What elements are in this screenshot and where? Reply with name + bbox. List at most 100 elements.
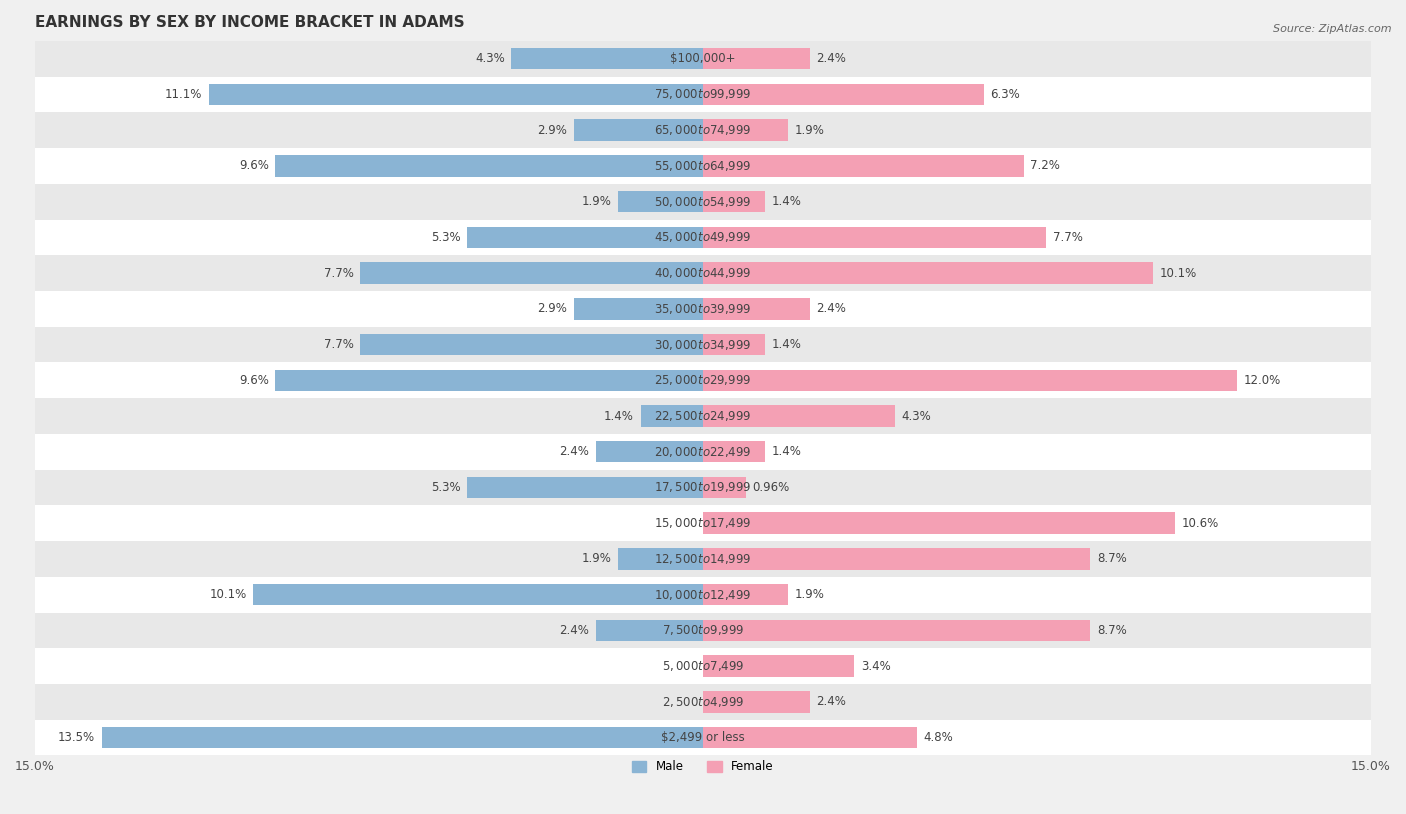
Text: 1.4%: 1.4% <box>605 409 634 422</box>
Text: 0.96%: 0.96% <box>752 481 790 494</box>
Bar <box>574 120 703 141</box>
Bar <box>35 470 1371 505</box>
Bar <box>35 220 1371 256</box>
Bar <box>703 226 1046 248</box>
Bar <box>467 477 703 498</box>
Text: 6.3%: 6.3% <box>990 88 1019 101</box>
Text: 9.6%: 9.6% <box>239 374 269 387</box>
Bar <box>703 84 984 105</box>
Bar <box>35 148 1371 184</box>
Bar <box>703 48 810 69</box>
Bar <box>703 727 917 748</box>
Bar <box>276 370 703 391</box>
Text: 8.7%: 8.7% <box>1097 553 1126 566</box>
Bar <box>703 120 787 141</box>
Bar <box>35 612 1371 648</box>
Text: 10.6%: 10.6% <box>1182 517 1219 530</box>
Bar <box>703 441 765 462</box>
Bar <box>574 298 703 320</box>
Bar <box>35 541 1371 577</box>
Bar <box>703 405 894 427</box>
Text: 8.7%: 8.7% <box>1097 624 1126 637</box>
Text: 4.8%: 4.8% <box>924 731 953 744</box>
Bar <box>35 505 1371 541</box>
Bar <box>703 584 787 606</box>
Text: $20,000 to $22,499: $20,000 to $22,499 <box>654 444 752 459</box>
Text: 7.2%: 7.2% <box>1031 160 1060 173</box>
Text: $30,000 to $34,999: $30,000 to $34,999 <box>654 338 752 352</box>
Legend: Male, Female: Male, Female <box>627 755 779 778</box>
Bar <box>35 326 1371 362</box>
Bar <box>253 584 703 606</box>
Bar <box>35 362 1371 398</box>
Text: $65,000 to $74,999: $65,000 to $74,999 <box>654 123 752 138</box>
Bar <box>35 648 1371 684</box>
Text: 13.5%: 13.5% <box>58 731 96 744</box>
Text: 5.3%: 5.3% <box>430 481 460 494</box>
Text: $5,000 to $7,499: $5,000 to $7,499 <box>662 659 744 673</box>
Bar <box>35 112 1371 148</box>
Bar <box>703 334 765 355</box>
Bar <box>35 184 1371 220</box>
Text: $15,000 to $17,499: $15,000 to $17,499 <box>654 516 752 530</box>
Bar <box>35 720 1371 755</box>
Text: 3.4%: 3.4% <box>860 659 891 672</box>
Bar <box>35 434 1371 470</box>
Text: 5.3%: 5.3% <box>430 231 460 244</box>
Text: 7.7%: 7.7% <box>323 267 353 279</box>
Bar <box>208 84 703 105</box>
Bar <box>101 727 703 748</box>
Text: 1.9%: 1.9% <box>794 124 824 137</box>
Bar <box>512 48 703 69</box>
Bar <box>360 334 703 355</box>
Text: 12.0%: 12.0% <box>1244 374 1281 387</box>
Bar <box>360 262 703 284</box>
Text: $7,500 to $9,999: $7,500 to $9,999 <box>662 624 744 637</box>
Text: 7.7%: 7.7% <box>1053 231 1083 244</box>
Text: 2.9%: 2.9% <box>537 302 567 315</box>
Bar <box>35 398 1371 434</box>
Text: $100,000+: $100,000+ <box>671 52 735 65</box>
Text: $45,000 to $49,999: $45,000 to $49,999 <box>654 230 752 244</box>
Bar <box>703 619 1091 641</box>
Text: 2.4%: 2.4% <box>817 302 846 315</box>
Text: $55,000 to $64,999: $55,000 to $64,999 <box>654 159 752 173</box>
Text: 2.4%: 2.4% <box>817 695 846 708</box>
Bar <box>641 405 703 427</box>
Bar <box>467 226 703 248</box>
Bar <box>35 291 1371 326</box>
Bar <box>596 441 703 462</box>
Bar <box>703 691 810 712</box>
Text: 7.7%: 7.7% <box>323 338 353 351</box>
Text: $75,000 to $99,999: $75,000 to $99,999 <box>654 87 752 102</box>
Text: 1.4%: 1.4% <box>772 445 801 458</box>
Bar <box>35 684 1371 720</box>
Text: $50,000 to $54,999: $50,000 to $54,999 <box>654 195 752 208</box>
Text: EARNINGS BY SEX BY INCOME BRACKET IN ADAMS: EARNINGS BY SEX BY INCOME BRACKET IN ADA… <box>35 15 464 30</box>
Bar <box>276 155 703 177</box>
Text: Source: ZipAtlas.com: Source: ZipAtlas.com <box>1274 24 1392 34</box>
Bar <box>703 655 855 676</box>
Bar <box>703 155 1024 177</box>
Text: $17,500 to $19,999: $17,500 to $19,999 <box>654 480 752 494</box>
Text: $2,499 or less: $2,499 or less <box>661 731 745 744</box>
Text: 2.9%: 2.9% <box>537 124 567 137</box>
Text: $35,000 to $39,999: $35,000 to $39,999 <box>654 302 752 316</box>
Text: 1.9%: 1.9% <box>582 553 612 566</box>
Bar <box>703 513 1175 534</box>
Text: 2.4%: 2.4% <box>560 624 589 637</box>
Text: 4.3%: 4.3% <box>475 52 505 65</box>
Bar <box>703 370 1237 391</box>
Text: 11.1%: 11.1% <box>165 88 202 101</box>
Bar <box>619 548 703 570</box>
Text: 9.6%: 9.6% <box>239 160 269 173</box>
Text: 2.4%: 2.4% <box>817 52 846 65</box>
Text: $12,500 to $14,999: $12,500 to $14,999 <box>654 552 752 566</box>
Text: 10.1%: 10.1% <box>1160 267 1197 279</box>
Text: $2,500 to $4,999: $2,500 to $4,999 <box>662 695 744 709</box>
Text: 1.9%: 1.9% <box>582 195 612 208</box>
Bar <box>703 262 1153 284</box>
Text: 10.1%: 10.1% <box>209 589 246 602</box>
Bar <box>35 77 1371 112</box>
Bar <box>703 191 765 212</box>
